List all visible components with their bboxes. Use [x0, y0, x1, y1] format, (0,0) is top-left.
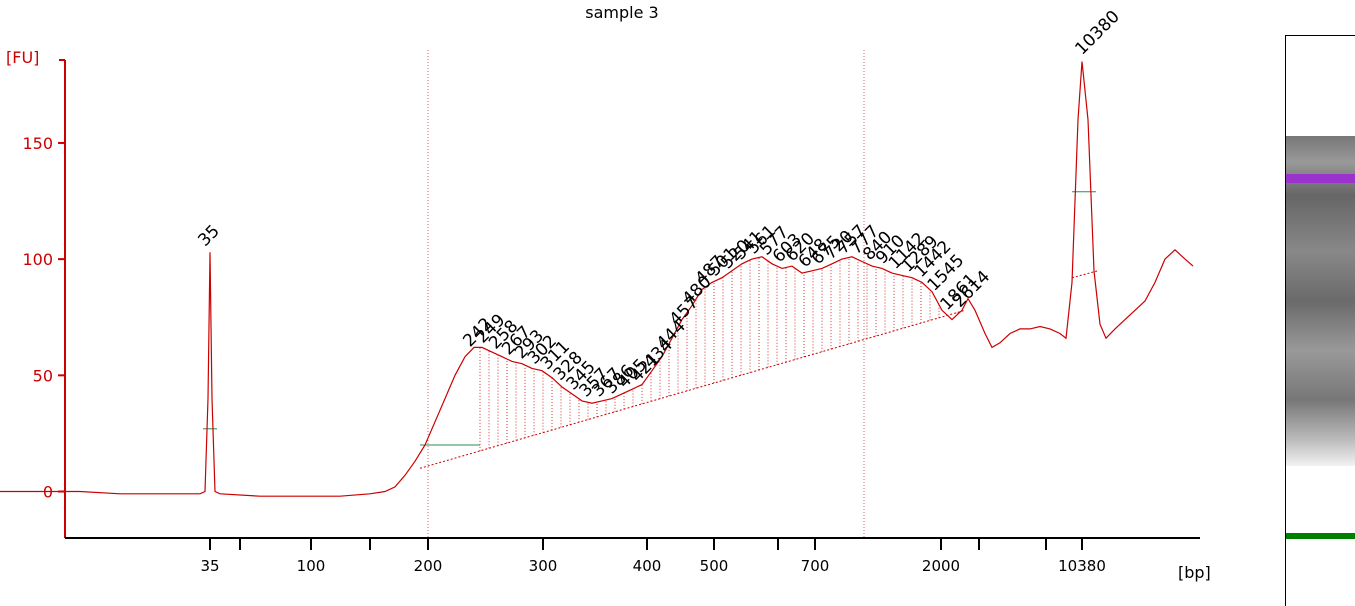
virtual-gel-lane [1285, 35, 1355, 606]
lower-marker-band [1286, 533, 1355, 539]
upper-marker-band [1286, 174, 1355, 183]
trace-layer [0, 61, 1194, 497]
x-axis-label: [bp] [1178, 563, 1211, 582]
y-tick-label: 150 [22, 134, 53, 153]
chart-title: sample 3 [585, 3, 658, 22]
y-tick-label: 50 [33, 366, 53, 385]
lower-marker-label: 35 [194, 221, 223, 250]
x-tick-label: 100 [297, 557, 326, 575]
gel-smear [1286, 136, 1355, 466]
upper-marker-baseline [1071, 270, 1099, 279]
x-tick-label: 2000 [922, 557, 960, 575]
smear-baseline [419, 309, 966, 469]
x-tick-label: 400 [633, 557, 662, 575]
x-tick-label: 200 [414, 557, 443, 575]
electropherogram-trace [0, 61, 1194, 497]
x-tick-label: 300 [529, 557, 558, 575]
x-tick-label: 35 [200, 557, 219, 575]
upper-marker-label: 10380 [1071, 7, 1123, 59]
region-bounds [427, 50, 865, 538]
y-tick-label: 100 [22, 250, 53, 269]
gel-lane-svg [1286, 136, 1355, 539]
peak-labels: 3510380242249258267293302311328345357367… [194, 7, 1123, 402]
y-axis-label: [FU] [6, 48, 39, 67]
baseline-lines [203, 191, 1099, 469]
x-tick-label: 500 [700, 557, 729, 575]
x-tick-label: 10380 [1058, 557, 1106, 575]
x-tick-label: 700 [801, 557, 830, 575]
